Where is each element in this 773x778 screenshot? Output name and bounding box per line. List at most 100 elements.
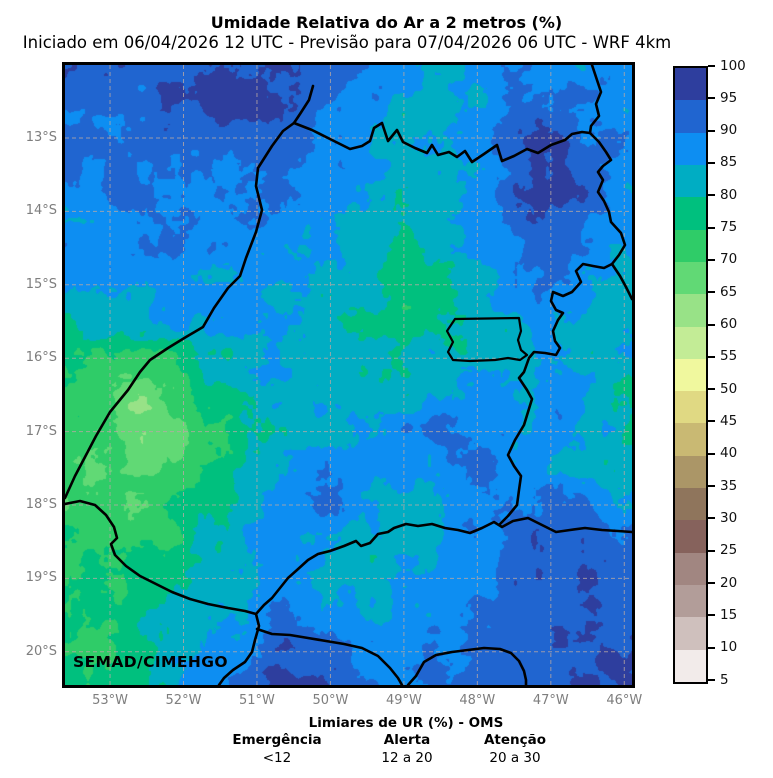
- border-rio-grande-west: [255, 627, 404, 685]
- colorbar-tick-label: 75: [720, 219, 738, 236]
- map-overlay: [65, 65, 632, 685]
- colorbar-tick: [708, 65, 715, 67]
- colorbar-band-55: [675, 326, 706, 359]
- lon-tick-label: 50°W: [312, 693, 349, 708]
- colorbar-tick: [708, 485, 715, 488]
- watermark: SEMAD/CIMEHGO: [73, 653, 228, 671]
- border-west-araguaia: [65, 121, 296, 500]
- border-east-border: [498, 131, 627, 526]
- legend-item-value: 20 a 30: [489, 750, 541, 766]
- legend-item-value: <12: [262, 750, 292, 766]
- colorbar-tick-label: 40: [720, 445, 738, 462]
- colorbar-band-50: [675, 358, 706, 392]
- legend-item-value: 12 a 20: [381, 750, 433, 766]
- colorbar-tick: [708, 291, 715, 294]
- chart-subtitle: Iniciado em 06/04/2026 12 UTC - Previsão…: [22, 33, 672, 52]
- colorbar-tick: [708, 614, 715, 617]
- lat-tick-label: 15°S: [25, 276, 57, 292]
- colorbar-band-70: [675, 229, 706, 262]
- colorbar: [673, 66, 708, 684]
- lat-tick-label: 20°S: [25, 643, 57, 659]
- colorbar-tick: [708, 226, 715, 229]
- border-rio-grande-east: [406, 646, 528, 685]
- colorbar-tick-label: 45: [720, 412, 738, 429]
- lon-tick-label: 52°W: [165, 693, 202, 708]
- colorbar-tick-label: 65: [720, 283, 738, 300]
- colorbar-tick-label: 35: [720, 477, 738, 494]
- lon-tick-label: 51°W: [239, 693, 275, 708]
- colorbar-band-85: [675, 132, 706, 165]
- border-df-outline: [445, 316, 529, 363]
- colorbar-tick: [708, 517, 715, 520]
- colorbar-tick: [708, 549, 715, 552]
- colorbar-tick-label: 100: [720, 57, 746, 74]
- colorbar-tick-label: 70: [720, 251, 738, 268]
- chart-title: Umidade Relativa do Ar a 2 metros (%): [210, 13, 563, 32]
- colorbar-tick: [708, 129, 715, 132]
- legend-item-label: Emergência: [232, 732, 322, 748]
- colorbar-tick-label: 50: [720, 380, 738, 397]
- legend-item-label: Alerta: [383, 732, 431, 748]
- lat-tick-label: 13°S: [25, 130, 57, 146]
- colorbar-band-5: [675, 649, 706, 682]
- colorbar-band-75: [675, 197, 706, 230]
- colorbar-band-15: [675, 585, 706, 618]
- border-paranaiba-south: [254, 516, 632, 616]
- colorbar-tick: [708, 97, 715, 100]
- border-north-tocantins: [292, 121, 592, 164]
- colorbar-tick-label: 30: [720, 509, 738, 526]
- legend-item-emergencia: Emergência <12: [207, 732, 347, 766]
- colorbar-tick-label: 20: [720, 574, 738, 591]
- colorbar-tick-label: 15: [720, 606, 738, 623]
- colorbar-band-25: [675, 520, 706, 553]
- map-area: SEMAD/CIMEHGO: [62, 62, 635, 688]
- lon-tick-label: 48°W: [459, 693, 496, 708]
- colorbar-band-60: [675, 294, 706, 327]
- colorbar-tick: [708, 323, 715, 326]
- legend-item-atencao: Atenção 20 a 30: [445, 732, 585, 766]
- humidity-field-canvas: [65, 65, 632, 685]
- colorbar-band-65: [675, 261, 706, 295]
- colorbar-tick: [708, 194, 715, 197]
- border-east-spur: [610, 262, 632, 301]
- legend-item-alerta: Alerta 12 a 20: [337, 732, 477, 766]
- colorbar-tick-label: 5: [720, 671, 729, 688]
- legend-header: Limiares de UR (%) - OMS: [308, 715, 504, 731]
- colorbar-tick: [708, 582, 715, 585]
- lat-tick-label: 18°S: [25, 496, 57, 512]
- colorbar-band-95: [675, 68, 706, 101]
- colorbar-band-30: [675, 488, 706, 521]
- colorbar-tick: [708, 646, 715, 649]
- lat-tick-label: 16°S: [25, 350, 57, 366]
- lat-tick-label: 19°S: [25, 570, 57, 586]
- lat-tick-label: 17°S: [25, 423, 57, 439]
- colorbar-tick-label: 95: [720, 89, 738, 106]
- border-southwest: [65, 499, 258, 616]
- colorbar-tick: [708, 452, 715, 455]
- colorbar-tick-label: 10: [720, 639, 738, 656]
- lat-tick-label: 14°S: [25, 203, 57, 219]
- lon-tick-label: 49°W: [385, 693, 422, 708]
- colorbar-tick: [708, 161, 715, 164]
- colorbar-tick: [708, 420, 715, 423]
- colorbar-tick-label: 80: [720, 186, 738, 203]
- border-northeast-vertical: [588, 65, 603, 135]
- lon-tick-label: 53°W: [92, 693, 128, 708]
- lon-tick-label: 46°W: [606, 693, 643, 708]
- colorbar-band-90: [675, 100, 706, 133]
- colorbar-band-20: [675, 552, 706, 585]
- colorbar-tick-label: 85: [720, 154, 738, 171]
- colorbar-tick-label: 55: [720, 348, 738, 365]
- colorbar-tick: [708, 679, 715, 681]
- colorbar-tick-label: 60: [720, 316, 738, 333]
- legend-item-label: Atenção: [483, 732, 547, 748]
- colorbar-tick-label: 90: [720, 122, 738, 139]
- colorbar-band-45: [675, 391, 706, 424]
- colorbar-band-40: [675, 423, 706, 456]
- colorbar-tick: [708, 355, 715, 358]
- border-north-tip: [292, 84, 315, 125]
- colorbar-tick: [708, 388, 715, 391]
- lon-tick-label: 47°W: [532, 693, 569, 708]
- colorbar-tick-label: 25: [720, 542, 738, 559]
